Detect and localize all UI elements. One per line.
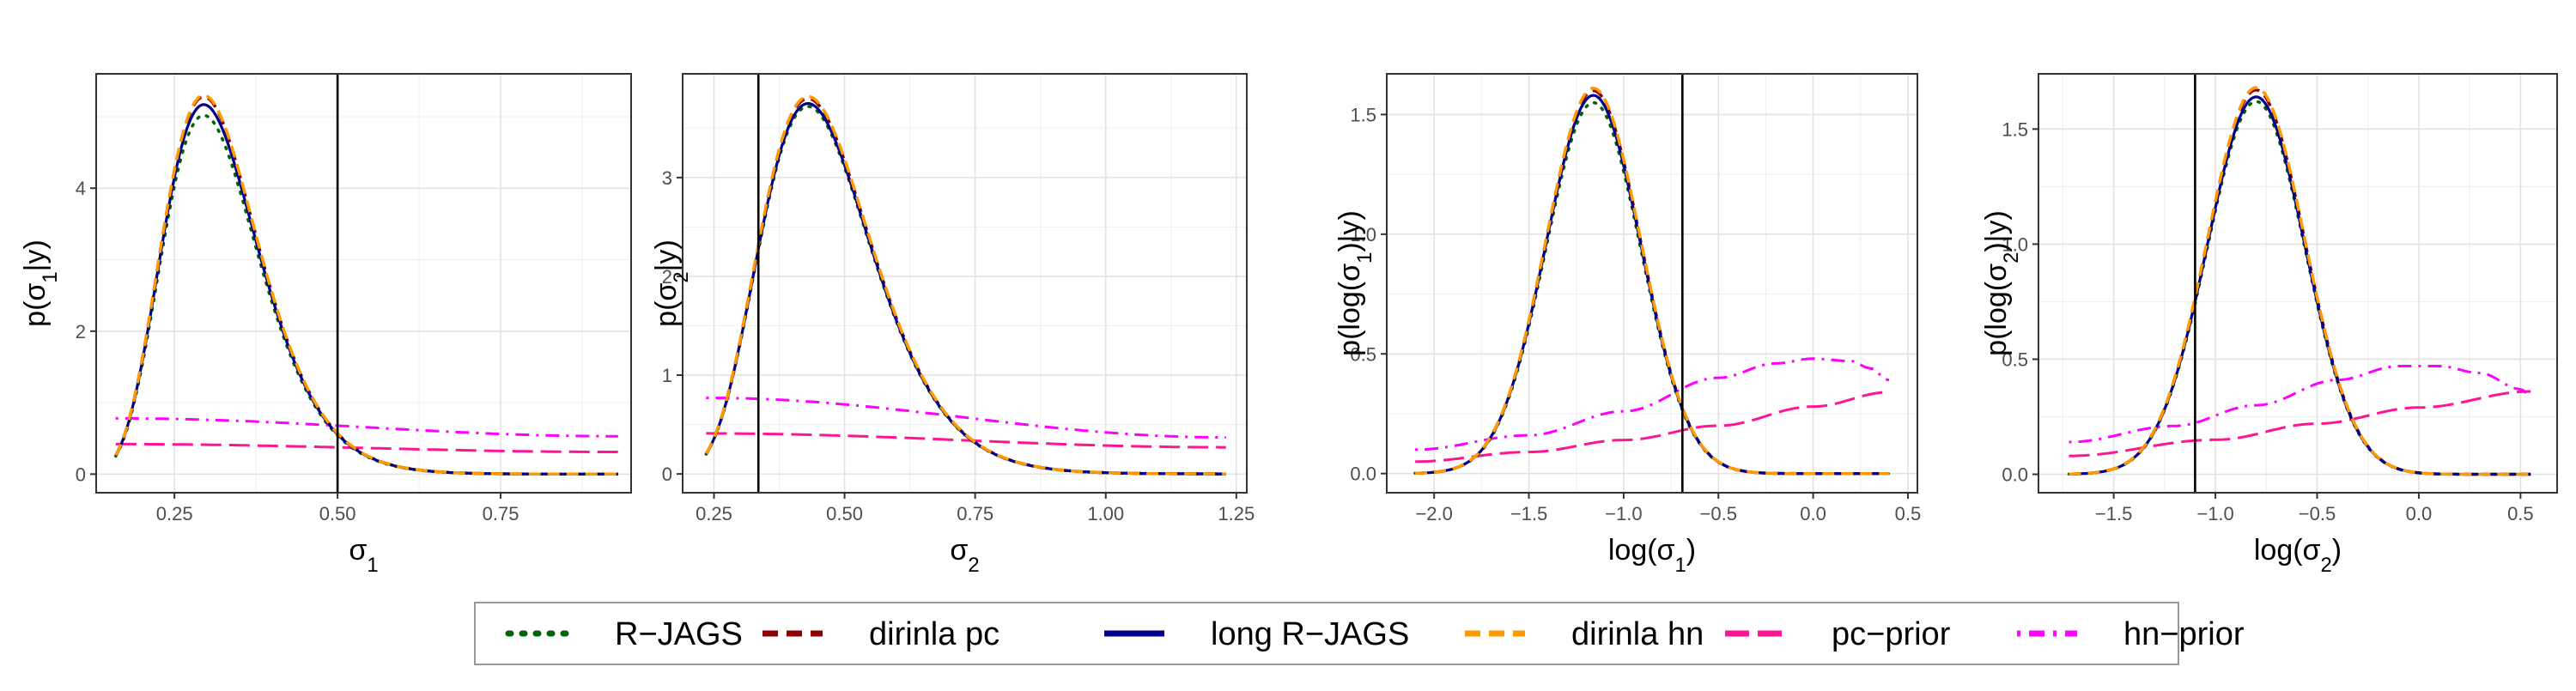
- y-tick-label: 0: [662, 464, 672, 485]
- x-tick-label: −2.0: [1415, 503, 1452, 524]
- y-tick-label: 4: [76, 178, 86, 199]
- legend-item: long R−JAGS: [1104, 616, 1409, 652]
- hn-prior-curve: [2069, 365, 2531, 444]
- x-tick-label: 0.0: [1800, 503, 1826, 524]
- hn-prior-curve: [115, 416, 618, 438]
- x-tick-label: −0.5: [1700, 503, 1737, 524]
- legend: R−JAGS dirinla pc long R−JAGS dirinla hn pc−…: [474, 602, 2245, 665]
- pc-prior-curve: [1415, 391, 1889, 464]
- x-axis-title: log(σ2): [2254, 534, 2342, 577]
- y-tick-label: 1.5: [2002, 118, 2028, 140]
- panel-border: [95, 73, 632, 494]
- x-tick-label: −1.5: [2095, 503, 2132, 524]
- pc-prior-curve: [2069, 390, 2531, 458]
- pc-prior-curve: [706, 432, 1226, 449]
- x-tick-label: −1.0: [2196, 503, 2233, 524]
- x-tick-label: 0.0: [2406, 503, 2433, 524]
- y-tick-label: 2: [662, 266, 672, 288]
- curves: [2067, 86, 2532, 476]
- curves: [114, 94, 620, 476]
- y-tick-label: 2: [76, 321, 86, 342]
- y-tick-label: 0.5: [1350, 343, 1376, 365]
- dirinla-hn-curve: [1415, 87, 1889, 476]
- hn-prior-curve: [1415, 357, 1890, 452]
- chart-panel-1: 0.25 0.50 0.75 0 2 4 σ1 p(σ1|y): [19, 73, 632, 577]
- x-tick-label: 0.25: [156, 503, 193, 524]
- legend-box: [474, 602, 2179, 665]
- plot-area: [96, 74, 631, 493]
- x-tick-label: −0.5: [2299, 503, 2336, 524]
- x-tick-label: −1.5: [1510, 503, 1547, 524]
- chart-panel-3: −2.0 −1.5 −1.0 −0.5 0.0 0.5 0.0 0.5 1.0 1.5 log(σ1…: [1334, 73, 1922, 577]
- x-tick-label: 0.5: [1895, 503, 1922, 524]
- chart-panel-4: −1.5 −1.0 −0.5 0.0 0.5 0.0 0.5 1.0 1.5 log(σ2) p(l…: [1980, 73, 2558, 577]
- legend-item: dirinla hn: [1465, 616, 1704, 652]
- legend-label: dirinla pc: [869, 616, 999, 652]
- x-tick-label: 0.50: [826, 503, 863, 524]
- legend-label: long R−JAGS: [1211, 616, 1409, 652]
- dirinla-hn-curve: [114, 94, 618, 476]
- dirinla-hn-curve: [704, 94, 1226, 476]
- y-tick-label: 3: [662, 167, 672, 189]
- x-axis-title: log(σ1): [1608, 534, 1696, 577]
- y-tick-label: 0: [76, 464, 86, 485]
- legend-item: dirinla pc: [762, 616, 999, 652]
- legend-label: dirinla hn: [1571, 616, 1704, 652]
- legend-item: hn−prior: [2017, 616, 2245, 652]
- y-axis-title: p(σ1|y): [19, 239, 62, 327]
- x-tick-label: 0.75: [483, 503, 519, 524]
- y-axis-title: p(log(σ2)|y): [1980, 210, 2023, 356]
- x-tick-label: 1.00: [1087, 503, 1124, 524]
- y-tick-label: 1.0: [2002, 233, 2028, 255]
- y-tick-label: 0.0: [1350, 464, 1376, 485]
- legend-label: R−JAGS: [615, 616, 743, 652]
- plot-area: [2038, 74, 2557, 493]
- panel-border: [1386, 73, 1918, 494]
- hn-prior-curve: [706, 397, 1226, 439]
- x-tick-label: 0.75: [957, 503, 993, 524]
- legend-item: pc−prior: [1725, 616, 1951, 652]
- legend-label: pc−prior: [1832, 616, 1951, 652]
- y-tick-label: 1.0: [1350, 224, 1376, 245]
- panel-border: [2038, 73, 2558, 494]
- x-axis-title: σ2: [950, 534, 979, 577]
- x-tick-label: −1.0: [1605, 503, 1642, 524]
- y-tick-label: 1: [662, 365, 672, 386]
- x-tick-label: 0.5: [2507, 503, 2534, 524]
- plot-area: [1387, 74, 1917, 493]
- y-tick-label: 0.0: [2002, 464, 2028, 486]
- curves: [704, 94, 1228, 476]
- x-tick-label: 0.50: [319, 503, 356, 524]
- x-tick-label: 1.25: [1218, 503, 1255, 524]
- legend-item: R−JAGS: [505, 616, 743, 652]
- x-tick-label: 0.25: [696, 503, 732, 524]
- curves: [1413, 87, 1891, 476]
- y-tick-label: 1.5: [1350, 104, 1376, 125]
- panel-border: [682, 73, 1248, 494]
- dirinla-hn-curve: [2069, 86, 2531, 476]
- x-axis-title: σ1: [349, 534, 378, 577]
- legend-label: hn−prior: [2123, 616, 2245, 652]
- plot-area: [683, 74, 1247, 493]
- y-tick-label: 0.5: [2002, 349, 2028, 370]
